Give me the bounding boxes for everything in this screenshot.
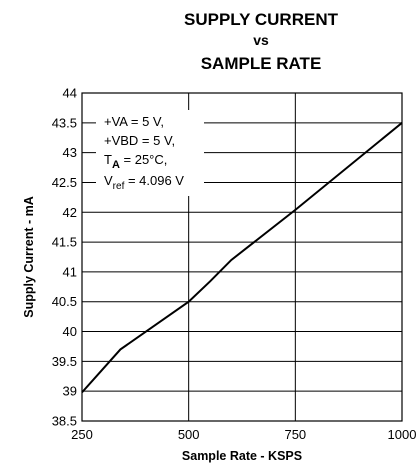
annotation-line-4-sub: ref (113, 181, 125, 192)
y-tick-label: 41.5 (52, 235, 77, 250)
annotation-line-1: +VA = 5 V, (104, 114, 164, 129)
annotation-line-4-suffix: = 4.096 V (124, 173, 184, 188)
x-tick-label: 750 (284, 427, 306, 442)
annotation-line-3: TA = 25°C, (104, 152, 167, 171)
annotation-line-4-prefix: V (104, 173, 113, 188)
chart-title-line-3: SAMPLE RATE (201, 54, 322, 73)
y-tick-label: 42.5 (52, 175, 77, 190)
x-tick-labels: 250 500 750 1000 (71, 427, 416, 442)
y-tick-label: 39.5 (52, 354, 77, 369)
chart-title-line-2: vs (253, 32, 269, 48)
x-axis-label: Sample Rate - KSPS (182, 449, 302, 463)
y-tick-label: 38.5 (52, 414, 77, 429)
y-tick-label: 43.5 (52, 115, 77, 130)
y-tick-label: 42 (63, 205, 77, 220)
annotation-line-3-sub: A (112, 159, 120, 171)
y-tick-label: 44 (63, 86, 77, 101)
annotation-line-2: +VBD = 5 V, (104, 133, 175, 148)
y-axis-label: Supply Current - mA (22, 196, 36, 318)
y-tick-label: 41 (63, 264, 77, 279)
y-tick-labels: 38.5 39 39.5 40 40.5 41 41.5 42 42.5 43 43.5 44 (52, 86, 77, 429)
annotation-line-3-suffix: = 25°C, (120, 152, 167, 167)
x-tick-label: 500 (178, 427, 200, 442)
y-tick-label: 43 (63, 145, 77, 160)
annotation-box (96, 110, 204, 196)
plot-frame (81, 92, 403, 422)
series-line (81, 122, 403, 394)
chart-title-line-1: SUPPLY CURRENT (184, 10, 339, 29)
y-tick-label: 40.5 (52, 294, 77, 309)
y-tick-label: 40 (63, 324, 77, 339)
x-tick-label: 1000 (388, 427, 417, 442)
annotation-line-3-prefix: T (104, 152, 112, 167)
x-tick-label: 250 (71, 427, 93, 442)
annotation-line-4: Vref = 4.096 V (104, 173, 184, 192)
y-tick-label: 39 (63, 384, 77, 399)
